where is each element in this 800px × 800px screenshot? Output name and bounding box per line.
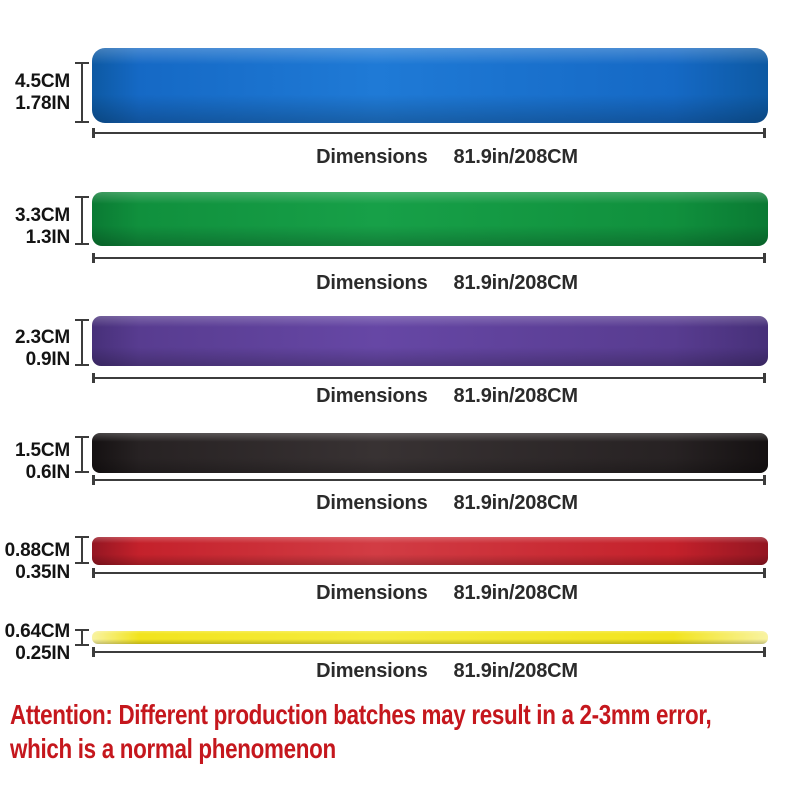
dimensions-value: 81.9in/208CM bbox=[453, 660, 579, 682]
width-measure-bracket bbox=[75, 536, 89, 564]
resistance-band-purple bbox=[92, 316, 768, 366]
length-measure-line bbox=[92, 568, 766, 578]
length-caption: Dimensions 81.9in/208CM bbox=[127, 492, 767, 514]
resistance-band-green bbox=[92, 192, 768, 246]
band-width-in: 0.6IN bbox=[25, 462, 71, 483]
length-measure-line bbox=[92, 647, 766, 657]
band-width-label: 3.3CM 1.3IN bbox=[0, 205, 70, 249]
band-width-in: 0.35IN bbox=[15, 562, 70, 583]
dimensions-label: Dimensions bbox=[316, 492, 428, 514]
attention-note: Attention: Different production batches … bbox=[10, 698, 800, 766]
length-caption: Dimensions 81.9in/208CM bbox=[127, 146, 767, 168]
dimensions-value: 81.9in/208CM bbox=[453, 385, 579, 407]
width-measure-bracket bbox=[75, 62, 89, 123]
length-caption: Dimensions 81.9in/208CM bbox=[127, 582, 767, 604]
band-width-cm: 2.3CM bbox=[15, 327, 70, 348]
band-width-cm: 4.5CM bbox=[15, 71, 70, 92]
band-width-cm: 0.88CM bbox=[4, 540, 71, 561]
band-width-cm: 1.5CM bbox=[15, 440, 70, 461]
band-width-cm: 0.64CM bbox=[4, 621, 71, 642]
length-caption: Dimensions 81.9in/208CM bbox=[127, 385, 767, 407]
band-width-label: 1.5CM 0.6IN bbox=[0, 440, 70, 484]
dimensions-value: 81.9in/208CM bbox=[453, 582, 579, 604]
band-width-label: 0.88CM 0.35IN bbox=[0, 540, 71, 584]
dimensions-value: 81.9in/208CM bbox=[453, 272, 579, 294]
dimensions-label: Dimensions bbox=[316, 272, 428, 294]
width-measure-bracket bbox=[75, 436, 89, 473]
band-width-in: 1.3IN bbox=[25, 227, 71, 248]
resistance-band-black bbox=[92, 433, 768, 473]
length-caption: Dimensions 81.9in/208CM bbox=[127, 272, 767, 294]
dimensions-label: Dimensions bbox=[316, 385, 428, 407]
width-measure-bracket bbox=[75, 629, 89, 646]
width-measure-bracket bbox=[75, 319, 89, 366]
resistance-band-red bbox=[92, 537, 768, 565]
length-measure-line bbox=[92, 373, 766, 383]
band-width-label: 0.64CM 0.25IN bbox=[0, 621, 71, 665]
width-measure-bracket bbox=[75, 196, 89, 245]
length-measure-line bbox=[92, 253, 766, 263]
attention-line-2: which is a normal phenomenon bbox=[10, 733, 336, 764]
band-width-in: 0.25IN bbox=[15, 643, 70, 664]
dimensions-value: 81.9in/208CM bbox=[453, 492, 579, 514]
band-width-cm: 3.3CM bbox=[15, 205, 70, 226]
band-width-label: 4.5CM 1.78IN bbox=[0, 71, 70, 115]
dimensions-value: 81.9in/208CM bbox=[453, 146, 579, 168]
length-measure-line bbox=[92, 475, 766, 485]
band-width-in: 1.78IN bbox=[15, 93, 70, 114]
band-width-label: 2.3CM 0.9IN bbox=[0, 327, 70, 371]
band-width-in: 0.9IN bbox=[25, 349, 71, 370]
dimensions-label: Dimensions bbox=[316, 146, 428, 168]
dimensions-label: Dimensions bbox=[316, 660, 428, 682]
resistance-band-yellow bbox=[92, 631, 768, 644]
resistance-band-blue bbox=[92, 48, 768, 123]
length-measure-line bbox=[92, 128, 766, 138]
length-caption: Dimensions 81.9in/208CM bbox=[127, 660, 767, 682]
attention-line-1: Attention: Different production batches … bbox=[10, 699, 712, 730]
dimensions-label: Dimensions bbox=[316, 582, 428, 604]
